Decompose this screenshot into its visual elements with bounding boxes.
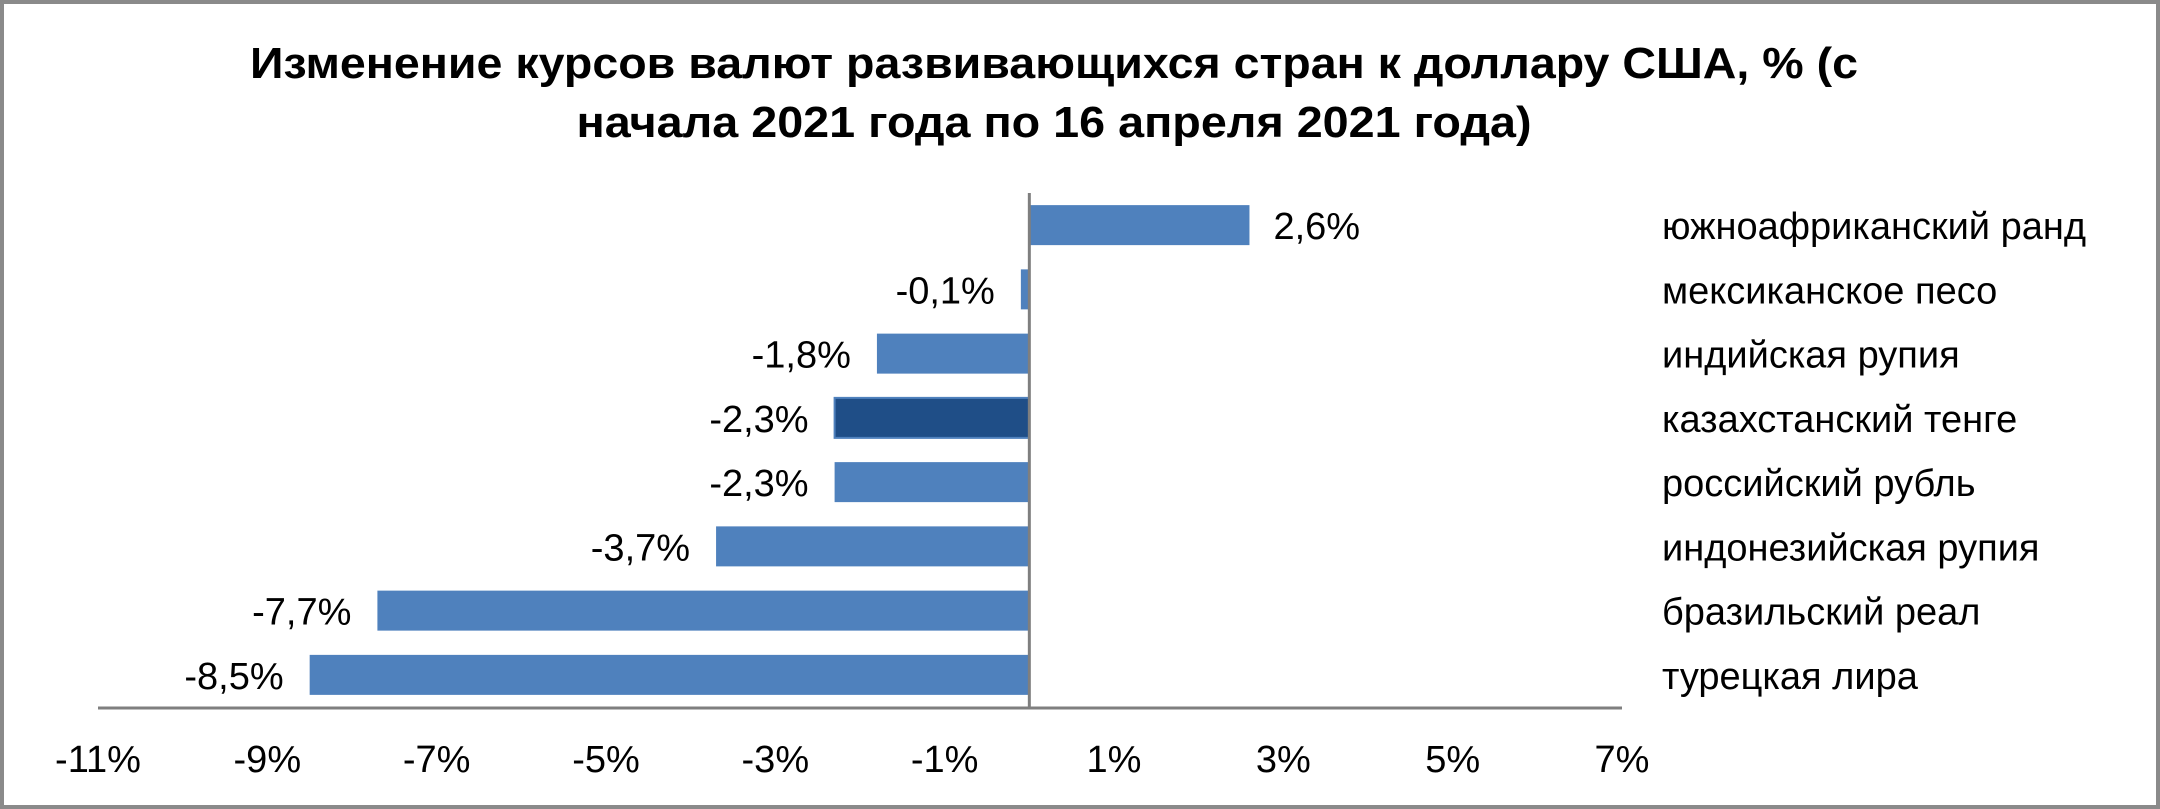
category-label: казахстанский тенге <box>1662 399 2017 441</box>
x-tick-label: 5% <box>1425 739 1480 781</box>
x-tick-label: -7% <box>403 739 471 781</box>
bar <box>833 396 1031 439</box>
x-tick-label: -5% <box>572 739 640 781</box>
bar-value-label: -0,1% <box>896 270 995 312</box>
bar-value-label: -2,3% <box>709 463 808 505</box>
chart-title: Изменение курсов валют развивающихся стр… <box>250 39 1858 147</box>
bars-group <box>309 205 1250 695</box>
bar <box>716 526 1030 567</box>
x-tick-label: -1% <box>911 739 979 781</box>
category-label: южноафриканский ранд <box>1662 206 2086 248</box>
bar-value-label: -2,3% <box>709 399 808 441</box>
bar <box>834 462 1030 503</box>
x-axis-tick-labels: -11% -9% -7% -5% -3% -1% 1% 3% 5% 7% <box>55 739 1649 781</box>
bar-value-label: -7,7% <box>252 592 351 634</box>
x-tick-label: 7% <box>1595 739 1650 781</box>
category-label: индонезийская рупия <box>1662 527 2040 569</box>
chart-title-line-2: начала 2021 года по 16 апреля 2021 года) <box>577 98 1532 147</box>
bar <box>1029 205 1250 246</box>
bar-value-label: -1,8% <box>752 335 851 377</box>
x-tick-label: -9% <box>234 739 302 781</box>
bar-value-label: 2,6% <box>1273 206 1360 248</box>
value-labels: 2,6% -0,1% -1,8% -2,3% -2,3% -3,7% -7,7% -8,5% <box>184 206 1360 698</box>
x-tick-label: 1% <box>1087 739 1142 781</box>
x-tick-label: -3% <box>742 739 810 781</box>
category-label: индийская рупия <box>1662 335 1960 377</box>
bar <box>1020 269 1030 310</box>
bar-value-label: -8,5% <box>184 656 283 698</box>
category-label: российский рубль <box>1662 463 1976 505</box>
bar <box>377 590 1030 631</box>
chart-title-line-1: Изменение курсов валют развивающихся стр… <box>250 39 1858 88</box>
bar <box>876 333 1030 374</box>
x-tick-label: 3% <box>1256 739 1311 781</box>
bar-value-label: -3,7% <box>591 527 690 569</box>
x-tick-label: -11% <box>55 739 141 781</box>
bar <box>309 654 1030 695</box>
category-labels: южноафриканский ранд мексиканское песо инд… <box>1662 206 2086 698</box>
category-label: мексиканское песо <box>1662 270 1997 312</box>
category-label: бразильский реал <box>1662 592 1980 634</box>
category-label: турецкая лира <box>1662 656 1919 698</box>
